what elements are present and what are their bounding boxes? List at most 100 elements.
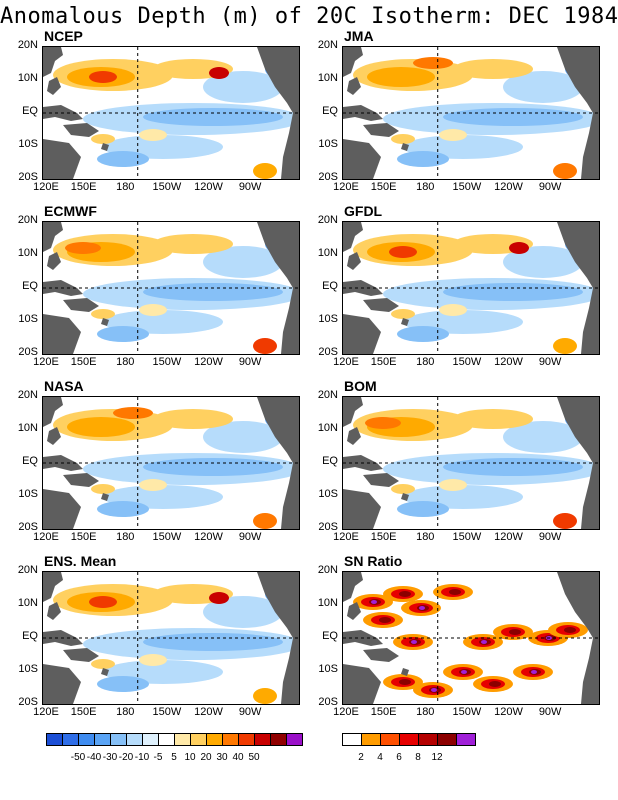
lon-label: 150W <box>452 181 482 193</box>
land-asia <box>343 572 363 602</box>
lat-label: 10N <box>17 597 38 609</box>
colorbar-label: 12 <box>431 752 443 763</box>
lat-label: 10N <box>317 422 338 434</box>
land-australia <box>43 314 81 354</box>
lon-label: 150E <box>370 356 397 368</box>
lat-label: 10N <box>17 72 38 84</box>
land-australia <box>43 664 81 704</box>
lat-label: 10S <box>18 138 38 150</box>
lon-label: 150W <box>152 181 182 193</box>
ratio-peak <box>531 670 537 674</box>
anomaly-colorbar <box>46 733 303 746</box>
colorbar-label: -20 <box>118 752 134 763</box>
lat-label: 20N <box>317 39 338 51</box>
cool-core <box>143 283 283 301</box>
colorbar-cell <box>111 734 127 745</box>
lat-label: 10N <box>317 597 338 609</box>
lat-label: 20S <box>18 346 38 358</box>
map-svg <box>43 47 299 179</box>
lat-label: 10N <box>317 247 338 259</box>
map-frame <box>342 571 600 705</box>
cool-core <box>443 458 583 476</box>
colorbar-label: 5 <box>171 752 177 763</box>
land-new-guinea <box>63 473 99 487</box>
colorbar-label: 30 <box>216 752 228 763</box>
warm-south-patch <box>439 479 467 491</box>
ratio-contour <box>564 627 576 633</box>
warm-north-peak <box>113 407 153 419</box>
colorbar-cell <box>255 734 271 745</box>
cool-south-west <box>97 326 149 342</box>
cool-core <box>143 108 283 126</box>
lon-label: 120W <box>494 706 523 718</box>
map-svg <box>43 397 299 529</box>
land-americas <box>557 572 599 704</box>
colorbar-cell <box>381 734 400 745</box>
colorbar-label: -10 <box>134 752 150 763</box>
land-philippines <box>347 602 361 620</box>
lat-label: 10S <box>318 663 338 675</box>
warm-south-patch <box>139 304 167 316</box>
land-islands <box>401 668 409 676</box>
land-americas <box>557 397 599 529</box>
cool-core <box>443 108 583 126</box>
cool-south-west <box>397 501 449 517</box>
warm-peak-2 <box>509 242 529 254</box>
cool-core <box>443 283 583 301</box>
land-americas <box>257 222 299 354</box>
lat-label: 20N <box>317 214 338 226</box>
lat-label: EQ <box>22 105 38 117</box>
colorbar-cell <box>63 734 79 745</box>
ratio-peak <box>461 670 467 674</box>
land-asia <box>343 222 363 252</box>
colorbar-label: 2 <box>358 752 364 763</box>
land-new-guinea <box>363 648 399 662</box>
land-australia <box>343 664 381 704</box>
land-islands <box>101 493 109 501</box>
map-frame <box>42 571 300 705</box>
cool-south-west <box>97 676 149 692</box>
ratio-peak <box>371 600 377 604</box>
lon-label: 120W <box>494 356 523 368</box>
land-australia <box>43 489 81 529</box>
map-frame <box>342 396 600 530</box>
lat-label: 20S <box>18 171 38 183</box>
lat-label: 20N <box>17 389 38 401</box>
lat-label: EQ <box>322 630 338 642</box>
land-philippines <box>347 77 361 95</box>
lat-label: 10N <box>317 72 338 84</box>
cool-north-east <box>203 596 283 628</box>
lat-label: 20S <box>318 171 338 183</box>
colorbar-cell <box>95 734 111 745</box>
warm-south-patch <box>439 129 467 141</box>
cool-south-west <box>97 501 149 517</box>
lon-label: 90W <box>538 531 562 543</box>
lat-label: EQ <box>322 105 338 117</box>
land-asia <box>43 222 63 252</box>
warm-north-core <box>367 67 435 87</box>
lat-label: 10S <box>18 488 38 500</box>
warm-southeast <box>253 688 277 704</box>
panel-gfdl: GFDL 20N 10N EQ 10S 20S 120E 150E 180 150W 120W 90W <box>300 203 600 385</box>
colorbar-cell <box>79 734 95 745</box>
warm-southeast <box>253 163 277 179</box>
colorbar-cell <box>343 734 362 745</box>
colorbar-cell <box>438 734 457 745</box>
lon-label: 150W <box>152 531 182 543</box>
warm-peak-2 <box>209 592 229 604</box>
lat-label: 10S <box>318 138 338 150</box>
ratio-peak <box>411 640 417 644</box>
cool-core <box>143 458 283 476</box>
panel-ecmwf: ECMWF 20N 10N EQ 10S 20S 120E 150E 180 150W 120W 90… <box>0 203 300 385</box>
lon-label: 150W <box>452 706 482 718</box>
lon-label: 90W <box>238 356 262 368</box>
colorbar-label: 4 <box>377 752 383 763</box>
land-islands <box>401 318 409 326</box>
land-asia <box>43 397 63 427</box>
lat-label: 20S <box>18 521 38 533</box>
warm-southeast <box>253 338 277 354</box>
lon-label: 120W <box>194 356 223 368</box>
lon-label: 90W <box>238 531 262 543</box>
panel-title: NCEP <box>44 28 83 44</box>
lon-label: 180 <box>416 531 435 543</box>
